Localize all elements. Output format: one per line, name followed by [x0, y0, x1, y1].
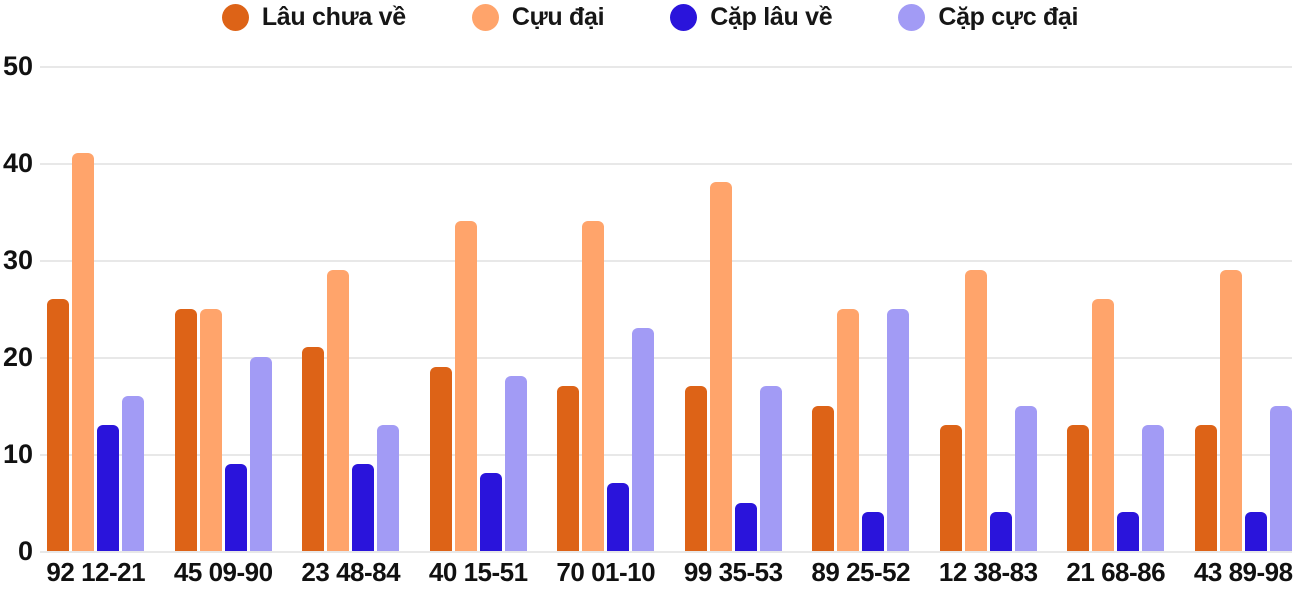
bar-series1[interactable]	[1067, 424, 1090, 551]
x-tick-label: 23 48-84	[301, 557, 401, 587]
legend-item-2[interactable]: Cựu đại	[471, 3, 605, 32]
bar-series3[interactable]	[1117, 512, 1140, 551]
gridline	[40, 454, 1292, 456]
bar-group	[542, 0, 670, 551]
legend: Lâu chưa về Cựu đại Cặp lâu về Cặp cực đại	[0, 3, 1300, 32]
bar-series4[interactable]	[122, 395, 145, 551]
bar-series2[interactable]	[964, 269, 987, 551]
bar-series2[interactable]	[72, 153, 95, 551]
bar-series4[interactable]	[759, 386, 782, 551]
bar-series2[interactable]	[1092, 298, 1115, 551]
x-tick-label: 99 35-53	[683, 557, 783, 587]
legend-label: Lâu chưa về	[261, 3, 406, 31]
x-tick-label: 92 12-21	[46, 557, 146, 587]
bar-group	[925, 0, 1053, 551]
bar-series2[interactable]	[199, 308, 222, 551]
gridline	[40, 66, 1292, 68]
x-tick-label: 21 68-86	[1066, 557, 1166, 587]
bar-series1[interactable]	[684, 386, 707, 551]
legend-item-1[interactable]: Lâu chưa về	[221, 3, 406, 32]
legend-label: Cựu đại	[511, 3, 605, 31]
bar-series4[interactable]	[1014, 405, 1037, 551]
bar-group	[670, 0, 798, 551]
bar-series2[interactable]	[1219, 269, 1242, 551]
bar-group	[160, 0, 288, 551]
bar-series3[interactable]	[97, 424, 120, 551]
gridline	[40, 163, 1292, 165]
bar-group	[32, 0, 160, 551]
bar-series1[interactable]	[1194, 424, 1217, 551]
bar-series4[interactable]	[1269, 405, 1292, 551]
legend-swatch-icon	[221, 4, 249, 31]
bar-series1[interactable]	[302, 347, 325, 551]
y-tick-label: 30	[2, 245, 33, 275]
y-tick-label: 20	[2, 342, 33, 372]
bar-series3[interactable]	[607, 483, 630, 551]
legend-label: Cặp lâu về	[710, 3, 833, 31]
x-tick-label: 40 15-51	[428, 557, 528, 587]
bar-series1[interactable]	[429, 366, 452, 551]
bar-series2[interactable]	[709, 182, 732, 551]
bar-series3[interactable]	[352, 463, 375, 551]
bar-series2[interactable]	[327, 269, 350, 551]
bar-group	[415, 0, 543, 551]
bar-series1[interactable]	[557, 386, 580, 551]
bar-series2[interactable]	[582, 221, 605, 551]
x-tick-label: 45 09-90	[173, 557, 273, 587]
y-tick-label: 50	[2, 51, 33, 81]
bar-series3[interactable]	[734, 502, 757, 551]
bar-group	[797, 0, 925, 551]
bar-series1[interactable]	[812, 405, 835, 551]
bar-series4[interactable]	[504, 376, 527, 551]
legend-swatch-icon	[670, 4, 698, 31]
x-axis: 92 12-21 45 09-90 23 48-84 40 15-51 70 01-10…	[32, 557, 1300, 588]
bar-series3[interactable]	[224, 463, 247, 551]
plot-area	[32, 0, 1300, 551]
x-tick-label: 89 25-52	[811, 557, 911, 587]
bar-series3[interactable]	[479, 473, 502, 551]
bar-series3[interactable]	[1244, 512, 1267, 551]
x-tick-label: 43 89-98	[1193, 557, 1293, 587]
legend-swatch-icon	[898, 4, 926, 31]
gridline	[40, 357, 1292, 359]
bar-series2[interactable]	[454, 221, 477, 551]
bar-series1[interactable]	[174, 308, 197, 551]
bar-series1[interactable]	[939, 424, 962, 551]
bar-series3[interactable]	[989, 512, 1012, 551]
gridline	[40, 260, 1292, 262]
legend-swatch-icon	[471, 4, 499, 31]
bar-series4[interactable]	[1142, 424, 1165, 551]
bar-group	[287, 0, 415, 551]
legend-item-3[interactable]: Cặp lâu về	[670, 3, 833, 32]
y-tick-label: 0	[17, 536, 33, 566]
y-tick-label: 40	[2, 148, 33, 178]
x-tick-label: 12 38-83	[938, 557, 1038, 587]
bar-series4[interactable]	[377, 424, 400, 551]
bar-series4[interactable]	[632, 327, 655, 551]
x-tick-label: 70 01-10	[556, 557, 656, 587]
bar-series3[interactable]	[862, 512, 885, 551]
legend-item-4[interactable]: Cặp cực đại	[898, 3, 1078, 32]
bar-series1[interactable]	[47, 298, 70, 551]
bar-series4[interactable]	[887, 308, 910, 551]
y-tick-label: 10	[2, 439, 33, 469]
bar-group	[1052, 0, 1180, 551]
legend-label: Cặp cực đại	[938, 3, 1079, 31]
bar-group	[1180, 0, 1300, 551]
bar-series4[interactable]	[249, 357, 272, 551]
gridline	[40, 551, 1292, 553]
bar-series2[interactable]	[837, 308, 860, 551]
